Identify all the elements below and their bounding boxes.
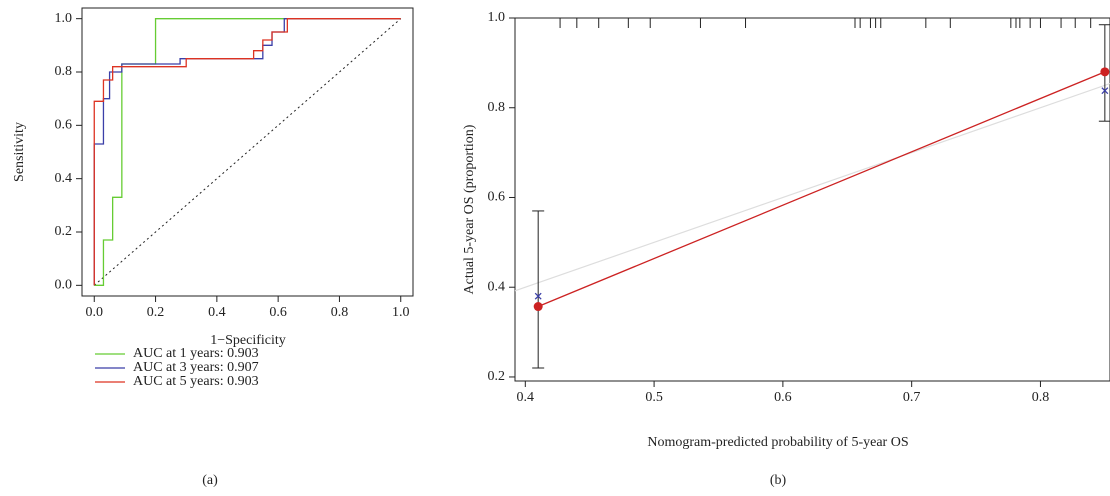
y-tick-label: 1.0 <box>488 10 506 25</box>
x-tick-label: 0.4 <box>517 390 535 405</box>
panel-label: (b) <box>770 473 787 488</box>
x-tick-label: 0.0 <box>86 305 104 320</box>
y-tick-label: 0.4 <box>55 171 73 186</box>
y-tick-label: 0.6 <box>488 190 506 205</box>
ideal-line <box>514 82 1110 292</box>
roc-curve <box>94 18 401 286</box>
x-axis-label: 1−Specificity <box>210 333 286 348</box>
legend-label: AUC at 1 years: 0.903 <box>133 346 259 361</box>
x-axis-label: Nomogram-predicted probability of 5-year… <box>647 435 908 450</box>
observed-point <box>533 302 543 312</box>
y-tick-label: 0.6 <box>55 118 73 133</box>
y-tick-label: 0.2 <box>488 369 506 384</box>
plot-frame <box>81 7 414 297</box>
y-tick-label: 1.0 <box>55 11 73 26</box>
x-tick-label: 0.8 <box>1032 390 1050 405</box>
x-tick-label: 0.8 <box>331 305 349 320</box>
y-tick-label: 0.8 <box>488 100 506 115</box>
corrected-point <box>534 292 542 300</box>
x-tick-label: 0.4 <box>208 305 226 320</box>
x-tick-label: 0.6 <box>269 305 287 320</box>
y-tick-label: 0.4 <box>488 279 506 294</box>
legend-label: AUC at 5 years: 0.903 <box>133 374 259 389</box>
x-tick-label: 0.2 <box>147 305 165 320</box>
y-tick-label: 0.0 <box>55 278 73 293</box>
y-tick-label: 0.2 <box>55 224 73 239</box>
x-tick-label: 0.6 <box>774 390 792 405</box>
x-tick-label: 0.7 <box>903 390 921 405</box>
calibration-line <box>537 71 1106 308</box>
plot-frame <box>514 17 1110 382</box>
legend-label: AUC at 3 years: 0.907 <box>133 360 259 375</box>
panel-label: (a) <box>202 473 218 488</box>
y-axis-label: Actual 5-year OS (proportion) <box>462 124 477 294</box>
observed-point <box>1100 67 1110 77</box>
x-tick-label: 0.5 <box>645 390 663 405</box>
corrected-point <box>1101 87 1109 95</box>
y-axis-label: Sensitivity <box>12 122 27 182</box>
y-tick-label: 0.8 <box>55 64 73 79</box>
x-tick-label: 1.0 <box>392 305 410 320</box>
roc-curve <box>93 18 401 286</box>
